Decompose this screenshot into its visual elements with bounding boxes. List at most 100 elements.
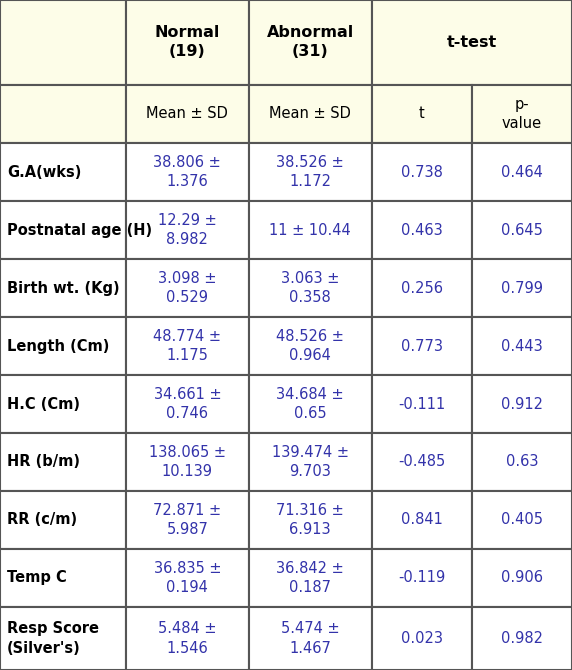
Text: G.A(wks): G.A(wks) [7,165,81,180]
Bar [372,491,472,549]
Text: 138.065 ±
10.139: 138.065 ± 10.139 [149,445,226,479]
Bar [249,84,372,143]
Bar [126,317,249,375]
Bar [472,143,572,201]
Bar [372,201,472,259]
Bar [472,201,572,259]
Bar [249,375,372,433]
Bar [249,607,372,670]
Text: 71.316 ±
6.913: 71.316 ± 6.913 [276,502,344,537]
Bar [372,259,472,317]
Text: 34.684 ±
0.65: 34.684 ± 0.65 [276,387,344,421]
Bar [472,375,572,433]
Bar [472,84,572,143]
Bar [249,259,372,317]
Text: Postnatal age (H): Postnatal age (H) [7,222,152,238]
Bar [126,549,249,607]
Text: 72.871 ±
5.987: 72.871 ± 5.987 [153,502,221,537]
Text: 0.023: 0.023 [401,631,443,646]
Text: 0.405: 0.405 [501,513,543,527]
Bar [372,607,472,670]
Text: Mean ± SD: Mean ± SD [146,107,228,121]
Text: 0.799: 0.799 [501,281,543,295]
Bar [249,433,372,491]
Bar [0,259,126,317]
Text: H.C (Cm): H.C (Cm) [7,397,80,411]
Bar [126,201,249,259]
Bar [0,0,126,84]
Bar [472,317,572,375]
Text: HR (b/m): HR (b/m) [7,454,80,470]
Bar [0,143,126,201]
Bar [249,143,372,201]
Bar [472,607,572,670]
Text: 34.661 ±
0.746: 34.661 ± 0.746 [153,387,221,421]
Bar [126,84,249,143]
Bar [372,549,472,607]
Bar [372,0,572,84]
Bar [0,317,126,375]
Text: p-
value: p- value [502,97,542,131]
Bar [472,433,572,491]
Bar [372,84,472,143]
Bar [0,375,126,433]
Bar [126,433,249,491]
Bar [126,0,249,84]
Text: 0.738: 0.738 [401,165,443,180]
Text: 38.526 ±
1.172: 38.526 ± 1.172 [276,155,344,190]
Bar [372,317,472,375]
Text: RR (c/m): RR (c/m) [7,513,77,527]
Text: 0.773: 0.773 [401,338,443,354]
Bar [372,375,472,433]
Text: t: t [419,107,425,121]
Bar [126,143,249,201]
Text: 48.526 ±
0.964: 48.526 ± 0.964 [276,329,344,363]
Bar [0,491,126,549]
Text: 0.982: 0.982 [501,631,543,646]
Text: 139.474 ±
9.703: 139.474 ± 9.703 [272,445,349,479]
Bar [249,317,372,375]
Text: t-test: t-test [447,35,497,50]
Text: 0.906: 0.906 [501,570,543,586]
Text: Resp Score
(Silver's): Resp Score (Silver's) [7,621,99,655]
Text: 36.842 ±
0.187: 36.842 ± 0.187 [276,561,344,595]
Bar [472,491,572,549]
Bar [249,549,372,607]
Text: 5.484 ±
1.546: 5.484 ± 1.546 [158,621,217,655]
Text: 0.912: 0.912 [501,397,543,411]
Text: 0.256: 0.256 [401,281,443,295]
Bar [126,259,249,317]
Text: 0.443: 0.443 [501,338,543,354]
Text: 0.841: 0.841 [401,513,443,527]
Bar [0,607,126,670]
Bar [126,375,249,433]
Text: Birth wt. (Kg): Birth wt. (Kg) [7,281,120,295]
Bar [0,433,126,491]
Bar [249,201,372,259]
Bar [126,491,249,549]
Text: Mean ± SD: Mean ± SD [269,107,351,121]
Text: 0.63: 0.63 [506,454,538,470]
Bar [249,0,372,84]
Bar [126,607,249,670]
Text: 0.464: 0.464 [501,165,543,180]
Text: Normal
(19): Normal (19) [154,25,220,60]
Text: Length (Cm): Length (Cm) [7,338,109,354]
Text: 0.463: 0.463 [401,222,443,238]
Bar [472,259,572,317]
Bar [472,549,572,607]
Text: -0.119: -0.119 [398,570,446,586]
Text: -0.485: -0.485 [398,454,446,470]
Bar [372,433,472,491]
Bar [0,201,126,259]
Text: 12.29 ±
8.982: 12.29 ± 8.982 [158,213,217,247]
Text: 0.645: 0.645 [501,222,543,238]
Text: 5.474 ±
1.467: 5.474 ± 1.467 [281,621,340,655]
Bar [249,491,372,549]
Text: 48.774 ±
1.175: 48.774 ± 1.175 [153,329,221,363]
Text: Temp C: Temp C [7,570,66,586]
Text: -0.111: -0.111 [398,397,446,411]
Text: 36.835 ±
0.194: 36.835 ± 0.194 [153,561,221,595]
Bar [0,549,126,607]
Text: 3.098 ±
0.529: 3.098 ± 0.529 [158,271,217,306]
